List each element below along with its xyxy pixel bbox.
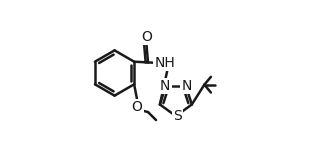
Text: NH: NH — [155, 56, 175, 70]
Text: S: S — [173, 109, 181, 123]
Text: O: O — [132, 100, 143, 114]
Text: O: O — [141, 30, 152, 44]
Text: N: N — [181, 79, 192, 93]
Text: N: N — [160, 79, 170, 93]
